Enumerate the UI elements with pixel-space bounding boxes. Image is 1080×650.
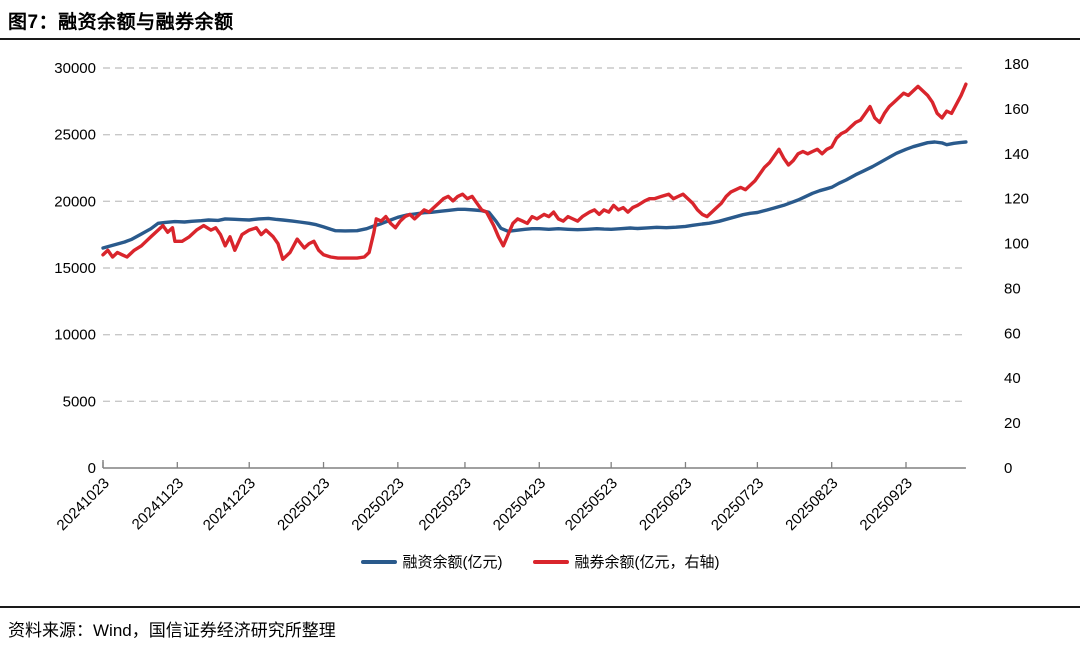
right-axis-label-140: 140 — [1004, 146, 1029, 163]
figure-title: 图7：融资余额与融券余额 — [8, 12, 234, 33]
financing-line-swatch — [360, 559, 397, 564]
x-axis-label-20250323: 20250323 — [416, 475, 475, 534]
right-axis-label-80: 80 — [1004, 280, 1021, 297]
left-axis-label-15000: 15000 — [54, 260, 96, 277]
source-attribution: 资料来源：Wind，国信证券经济研究所整理 — [8, 621, 336, 640]
x-axis-label-20250823: 20250823 — [782, 475, 841, 534]
x-axis-label-20250523: 20250523 — [562, 475, 621, 534]
x-axis-label-20241223: 20241223 — [200, 475, 259, 534]
source-divider — [0, 606, 1080, 608]
right-axis-label-60: 60 — [1004, 325, 1021, 342]
securities-lending-balance-line — [101, 82, 968, 261]
x-axis-label-20241023: 20241023 — [54, 475, 113, 534]
legend-label-securities-lending: 融券余额(亿元，右轴) — [574, 554, 720, 571]
securities-lending-line-swatch — [532, 559, 569, 564]
left-axis-label-0: 0 — [88, 460, 96, 477]
left-axis-label-30000: 30000 — [54, 60, 96, 77]
right-axis-label-40: 40 — [1004, 370, 1021, 387]
right-axis-label-160: 160 — [1004, 101, 1029, 118]
left-axis-label-20000: 20000 — [54, 193, 96, 210]
legend-item-securities-lending: 融券余额(亿元，右轴) — [532, 551, 720, 572]
right-axis-label-100: 100 — [1004, 236, 1029, 253]
legend-label-financing: 融资余额(亿元) — [402, 554, 503, 571]
left-axis-label-25000: 25000 — [54, 127, 96, 144]
right-axis-label-120: 120 — [1004, 191, 1029, 208]
left-axis-label-10000: 10000 — [54, 327, 96, 344]
x-axis-label-20250923: 20250923 — [857, 475, 916, 534]
x-axis-label-20250423: 20250423 — [490, 475, 549, 534]
dual-axis-line-chart: 0 5000 10000 15000 20000 25000 30000 0 20 40 60 80 1… — [54, 56, 1029, 534]
chart-legend: 融资余额(亿元) 融券余额(亿元，右轴) — [0, 551, 1080, 572]
x-axis-label-20250123: 20250123 — [274, 475, 333, 534]
title-divider — [0, 38, 1080, 40]
right-axis-label-180: 180 — [1004, 56, 1029, 73]
right-axis-label-20: 20 — [1004, 415, 1021, 432]
x-axis-label-20250223: 20250223 — [348, 475, 407, 534]
financing-balance-line — [101, 140, 968, 250]
legend-item-financing: 融资余额(亿元) — [360, 551, 503, 572]
left-axis-label-5000: 5000 — [63, 393, 96, 410]
x-axis-label-20241123: 20241123 — [129, 475, 187, 533]
x-axis-label-20250623: 20250623 — [636, 475, 695, 534]
x-axis-label-20250723: 20250723 — [708, 475, 767, 534]
right-axis-label-0: 0 — [1004, 460, 1012, 477]
